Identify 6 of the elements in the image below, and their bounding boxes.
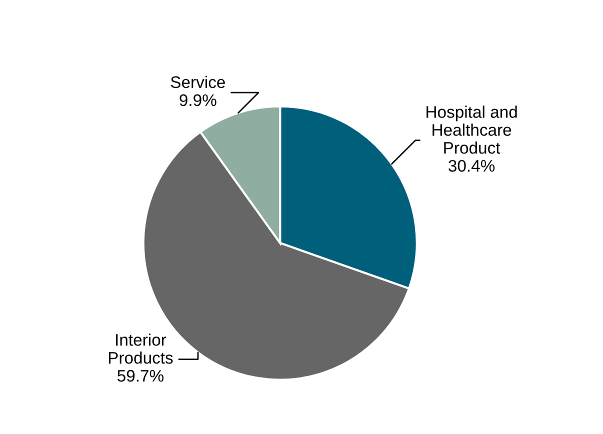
- slice-label: Service: [170, 76, 225, 88]
- slice-label: Interior Products: [108, 334, 173, 364]
- slice-label: Hospital and Healthcare Product: [426, 106, 517, 154]
- data-label: 30.4%: [448, 160, 495, 172]
- data-label: 59.7%: [118, 370, 164, 382]
- data-label: 9.9%: [180, 94, 216, 106]
